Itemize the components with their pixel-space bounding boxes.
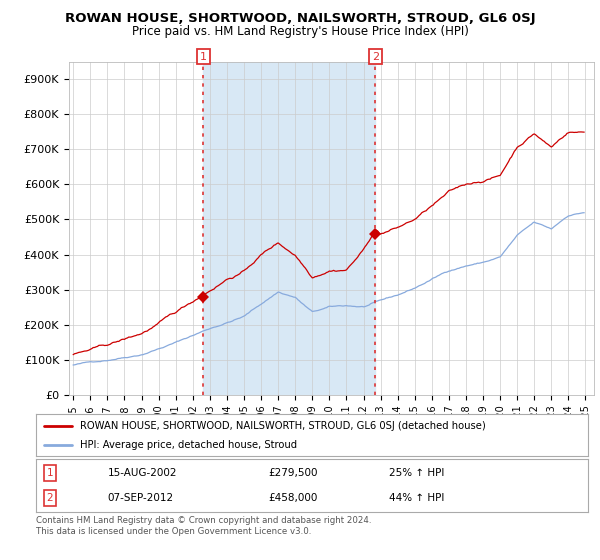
Text: 44% ↑ HPI: 44% ↑ HPI (389, 493, 445, 503)
Text: 2: 2 (372, 52, 379, 62)
Text: Price paid vs. HM Land Registry's House Price Index (HPI): Price paid vs. HM Land Registry's House … (131, 25, 469, 38)
Text: 2: 2 (46, 493, 53, 503)
Text: 25% ↑ HPI: 25% ↑ HPI (389, 468, 445, 478)
Text: HPI: Average price, detached house, Stroud: HPI: Average price, detached house, Stro… (80, 440, 297, 450)
Bar (203, 62, 375, 395)
Text: £458,000: £458,000 (268, 493, 317, 503)
Text: ROWAN HOUSE, SHORTWOOD, NAILSWORTH, STROUD, GL6 0SJ (detached house): ROWAN HOUSE, SHORTWOOD, NAILSWORTH, STRO… (80, 421, 486, 431)
Text: 07-SEP-2012: 07-SEP-2012 (108, 493, 174, 503)
Text: 1: 1 (46, 468, 53, 478)
Text: 15-AUG-2002: 15-AUG-2002 (108, 468, 177, 478)
Text: £279,500: £279,500 (268, 468, 317, 478)
Text: Contains HM Land Registry data © Crown copyright and database right 2024.
This d: Contains HM Land Registry data © Crown c… (36, 516, 371, 536)
Text: ROWAN HOUSE, SHORTWOOD, NAILSWORTH, STROUD, GL6 0SJ: ROWAN HOUSE, SHORTWOOD, NAILSWORTH, STRO… (65, 12, 535, 25)
Text: 1: 1 (200, 52, 207, 62)
